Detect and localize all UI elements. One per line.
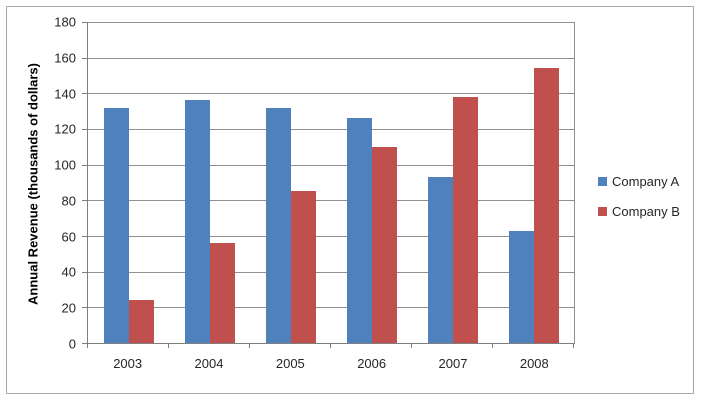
gridline xyxy=(88,271,574,273)
x-tick-label: 2003 xyxy=(113,356,143,371)
x-axis-tick-mark xyxy=(87,343,88,348)
x-tick-label: 2004 xyxy=(194,356,224,371)
y-tick-label: 60 xyxy=(61,229,76,245)
x-tick-label: 2005 xyxy=(275,356,305,371)
gridline xyxy=(88,22,574,23)
y-axis-tick-mark xyxy=(82,164,88,166)
bar-group-2007 xyxy=(412,22,493,343)
gridline xyxy=(88,93,574,95)
legend: Company A Company B xyxy=(598,172,680,232)
y-tick-label: 140 xyxy=(54,86,76,102)
bar-company-b-2006 xyxy=(371,146,397,343)
x-tick-label: 2007 xyxy=(438,356,468,371)
bar-company-a-2006 xyxy=(346,118,372,343)
gridline xyxy=(88,57,574,59)
legend-entry-company-a: Company A xyxy=(598,172,680,191)
y-axis-tick-mark xyxy=(82,129,88,131)
bar-company-b-2005 xyxy=(290,191,316,343)
legend-label-company-a: Company A xyxy=(612,174,680,189)
bar-group-2008 xyxy=(493,22,574,343)
x-axis-tick-mark xyxy=(167,343,169,348)
y-axis-tick-mark xyxy=(82,343,88,344)
gridline xyxy=(88,129,574,131)
bar-company-b-2008 xyxy=(533,68,559,343)
legend-label-company-b: Company B xyxy=(612,204,680,219)
y-tick-label: 160 xyxy=(54,50,76,66)
x-axis-tick-mark xyxy=(492,343,493,348)
bar-company-b-2003 xyxy=(128,300,154,343)
y-axis-tick-labels: 0 20 40 60 80 100 120 140 160 180 xyxy=(30,16,76,351)
x-axis-tick-mark xyxy=(410,343,412,348)
x-axis-tick-mark xyxy=(573,343,574,348)
gridline xyxy=(88,236,574,238)
x-tick-label: 2006 xyxy=(357,356,387,371)
y-axis-tick-mark xyxy=(82,93,88,95)
gridline xyxy=(88,164,574,166)
bar-group-2006 xyxy=(331,22,412,343)
bar-group-2005 xyxy=(250,22,331,343)
y-tick-label: 20 xyxy=(61,300,76,316)
y-tick-label: 0 xyxy=(68,336,76,352)
y-axis-tick-mark xyxy=(82,271,88,273)
y-tick-label: 100 xyxy=(54,157,76,173)
legend-entry-company-b: Company B xyxy=(598,202,680,221)
company-a-swatch-icon xyxy=(598,177,607,186)
y-tick-label: 180 xyxy=(54,14,76,30)
x-axis-tick-mark xyxy=(248,343,250,348)
gridline xyxy=(88,200,574,202)
bar-company-a-2008 xyxy=(508,230,534,343)
bar-company-b-2004 xyxy=(209,243,235,343)
company-b-swatch-icon xyxy=(598,207,607,216)
y-tick-label: 120 xyxy=(54,121,76,137)
bar-company-b-2007 xyxy=(452,96,478,343)
y-tick-label: 80 xyxy=(61,193,76,209)
y-axis-tick-mark xyxy=(82,22,88,23)
bar-company-a-2005 xyxy=(265,107,291,343)
y-axis-tick-mark xyxy=(82,307,88,309)
y-tick-label: 40 xyxy=(61,264,76,280)
bar-group-2004 xyxy=(169,22,250,343)
x-axis-tick-mark xyxy=(330,343,331,348)
bar-company-a-2003 xyxy=(103,107,129,343)
plot-area xyxy=(82,22,575,348)
x-axis-tick-labels: 2003 2004 2005 2006 2007 2008 xyxy=(87,356,575,371)
y-axis-tick-mark xyxy=(82,236,88,238)
y-axis-tick-mark xyxy=(82,57,88,59)
y-axis-tick-mark xyxy=(82,200,88,202)
x-tick-label: 2008 xyxy=(519,356,549,371)
bar-company-a-2007 xyxy=(427,177,453,343)
gridline xyxy=(88,307,574,309)
bar-group-2003 xyxy=(88,22,169,343)
bar-company-a-2004 xyxy=(184,100,210,343)
